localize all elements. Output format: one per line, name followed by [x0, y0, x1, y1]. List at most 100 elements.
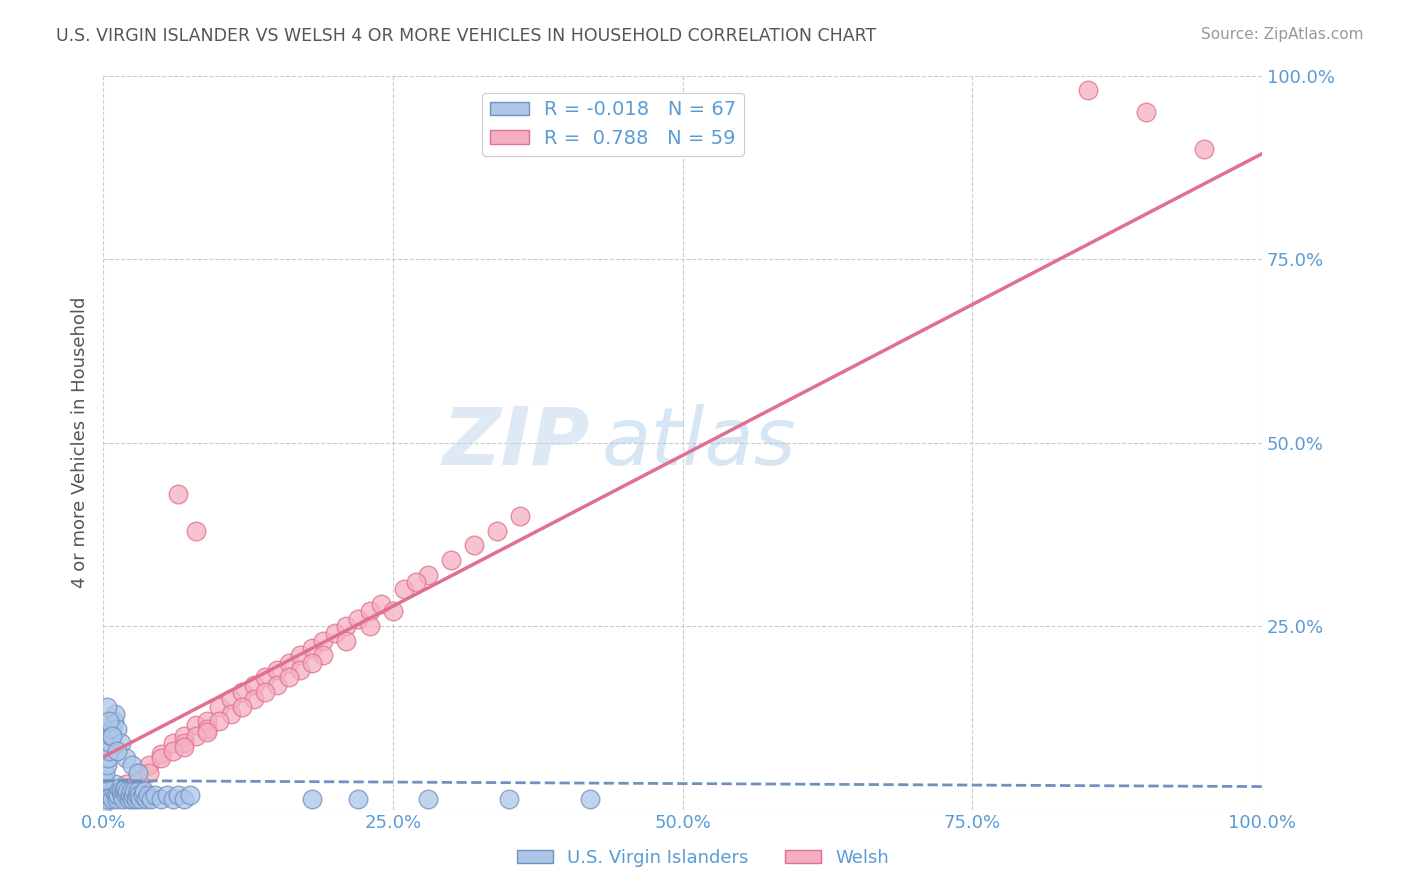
Point	[127, 765, 149, 780]
Point	[184, 729, 207, 743]
Point	[301, 656, 323, 670]
Point	[132, 784, 155, 798]
Point	[135, 791, 157, 805]
Text: atlas: atlas	[602, 403, 796, 482]
Point	[301, 791, 323, 805]
Point	[173, 791, 195, 805]
Point	[266, 663, 288, 677]
Point	[112, 784, 135, 798]
Point	[179, 788, 201, 802]
Point	[108, 780, 131, 795]
Point	[124, 791, 146, 805]
Point	[97, 714, 120, 729]
Point	[288, 663, 311, 677]
Point	[440, 553, 463, 567]
Point	[115, 788, 138, 802]
Point	[1192, 142, 1215, 156]
Point	[405, 574, 427, 589]
Point	[118, 788, 141, 802]
Point	[117, 784, 139, 798]
Point	[162, 744, 184, 758]
Point	[150, 791, 173, 805]
Point	[150, 751, 173, 765]
Point	[208, 699, 231, 714]
Point	[122, 788, 145, 802]
Point	[117, 791, 139, 805]
Point	[94, 795, 117, 809]
Point	[100, 729, 122, 743]
Point	[138, 758, 160, 772]
Point	[277, 670, 299, 684]
Point	[266, 678, 288, 692]
Point	[120, 784, 142, 798]
Point	[162, 791, 184, 805]
Point	[335, 619, 357, 633]
Point	[97, 751, 120, 765]
Point	[242, 678, 264, 692]
Text: Source: ZipAtlas.com: Source: ZipAtlas.com	[1201, 27, 1364, 42]
Point	[97, 788, 120, 802]
Point	[131, 788, 153, 802]
Text: ZIP: ZIP	[443, 403, 589, 482]
Point	[167, 487, 190, 501]
Point	[103, 784, 125, 798]
Point	[242, 692, 264, 706]
Point	[128, 788, 150, 802]
Point	[335, 633, 357, 648]
Point	[103, 714, 125, 729]
Point	[115, 751, 138, 765]
Point	[138, 765, 160, 780]
Point	[463, 538, 485, 552]
Point	[94, 765, 117, 780]
Point	[416, 567, 439, 582]
Point	[498, 791, 520, 805]
Point	[381, 604, 404, 618]
Point	[104, 788, 127, 802]
Point	[197, 714, 219, 729]
Point	[197, 722, 219, 736]
Point	[150, 747, 173, 762]
Point	[184, 718, 207, 732]
Point	[96, 791, 118, 805]
Point	[96, 758, 118, 772]
Point	[173, 729, 195, 743]
Point	[127, 765, 149, 780]
Point	[1135, 105, 1157, 120]
Point	[208, 714, 231, 729]
Point	[107, 788, 129, 802]
Point	[121, 791, 143, 805]
Legend: R = -0.018   N = 67, R =  0.788   N = 59: R = -0.018 N = 67, R = 0.788 N = 59	[482, 93, 744, 156]
Point	[110, 736, 132, 750]
Point	[254, 685, 277, 699]
Point	[416, 791, 439, 805]
Point	[173, 736, 195, 750]
Point	[136, 788, 159, 802]
Point	[277, 656, 299, 670]
Point	[100, 788, 122, 802]
Point	[125, 788, 148, 802]
Point	[359, 619, 381, 633]
Point	[104, 707, 127, 722]
Point	[143, 788, 166, 802]
Point	[98, 736, 121, 750]
Point	[578, 791, 600, 805]
Point	[105, 722, 128, 736]
Point	[105, 791, 128, 805]
Point	[111, 788, 134, 802]
Point	[114, 780, 136, 795]
Point	[115, 777, 138, 791]
Point	[115, 780, 138, 795]
Text: U.S. VIRGIN ISLANDER VS WELSH 4 OR MORE VEHICLES IN HOUSEHOLD CORRELATION CHART: U.S. VIRGIN ISLANDER VS WELSH 4 OR MORE …	[56, 27, 876, 45]
Point	[101, 729, 124, 743]
Point	[509, 508, 531, 523]
Point	[93, 773, 115, 788]
Point	[127, 784, 149, 798]
Point	[162, 736, 184, 750]
Point	[104, 788, 127, 802]
Point	[347, 791, 370, 805]
Point	[394, 582, 416, 597]
Point	[101, 722, 124, 736]
Point	[129, 791, 152, 805]
Point	[347, 612, 370, 626]
Point	[156, 788, 179, 802]
